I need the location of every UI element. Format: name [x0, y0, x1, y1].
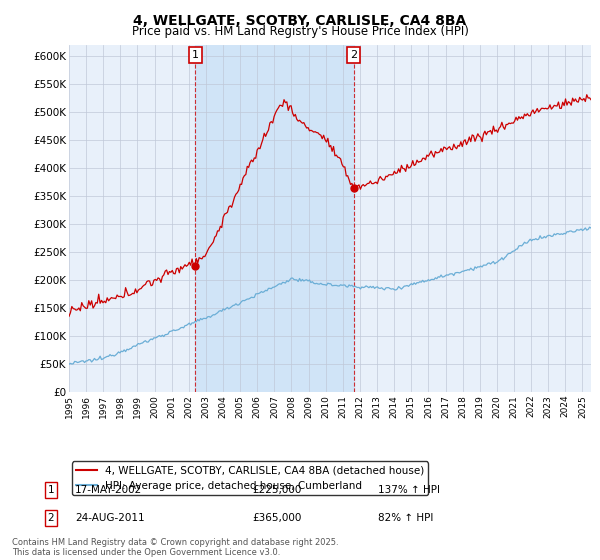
Text: Contains HM Land Registry data © Crown copyright and database right 2025.
This d: Contains HM Land Registry data © Crown c…: [12, 538, 338, 557]
Text: 4, WELLGATE, SCOTBY, CARLISLE, CA4 8BA: 4, WELLGATE, SCOTBY, CARLISLE, CA4 8BA: [133, 14, 467, 28]
Text: £225,000: £225,000: [252, 485, 301, 495]
Text: 24-AUG-2011: 24-AUG-2011: [75, 513, 145, 523]
Legend: 4, WELLGATE, SCOTBY, CARLISLE, CA4 8BA (detached house), HPI: Average price, det: 4, WELLGATE, SCOTBY, CARLISLE, CA4 8BA (…: [71, 461, 428, 495]
Text: 2: 2: [47, 513, 55, 523]
Text: 137% ↑ HPI: 137% ↑ HPI: [378, 485, 440, 495]
Text: 1: 1: [47, 485, 55, 495]
Text: £365,000: £365,000: [252, 513, 301, 523]
Text: Price paid vs. HM Land Registry's House Price Index (HPI): Price paid vs. HM Land Registry's House …: [131, 25, 469, 38]
Text: 1: 1: [192, 50, 199, 60]
Text: 2: 2: [350, 50, 358, 60]
Text: 82% ↑ HPI: 82% ↑ HPI: [378, 513, 433, 523]
Text: 17-MAY-2002: 17-MAY-2002: [75, 485, 142, 495]
Bar: [196, 45, 354, 392]
